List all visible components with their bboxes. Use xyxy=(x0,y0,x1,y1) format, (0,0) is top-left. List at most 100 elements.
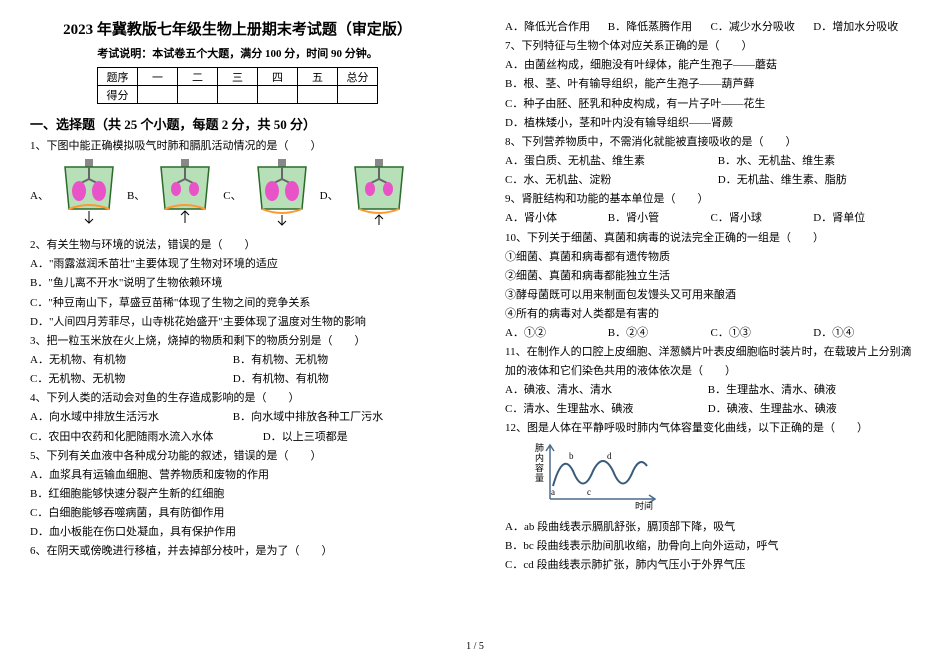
question-10-3: ③酵母菌既可以用来制面包发馒头又可用来酿酒 xyxy=(505,286,920,304)
option-a-label: A、 xyxy=(30,187,49,203)
question-3-d: D．有机物、有机物 xyxy=(233,373,329,385)
question-5-d: D．血小板能在伤口处凝血，具有保护作用 xyxy=(30,523,445,541)
question-4-b: B．向水域中排放各种工厂污水 xyxy=(233,411,383,423)
question-4: 4、下列人类的活动会对鱼的生存造成影响的是（ ） xyxy=(30,389,445,407)
question-8-row2: C．水、无机盐、淀粉 D．无机盐、维生素、脂肪 xyxy=(505,171,920,189)
question-8: 8、下列营养物质中，不需消化就能被直接吸收的是（ ） xyxy=(505,133,920,151)
question-12-a: A．ab 段曲线表示膈肌舒张，膈顶部下降，吸气 xyxy=(505,518,920,536)
question-7-a: A．由菌丝构成，细胞没有叶绿体，能产生孢子——蘑菇 xyxy=(505,56,920,74)
question-9-b: B．肾小管 xyxy=(608,209,708,227)
right-column: A．降低光合作用 B．降低蒸腾作用 C．减少水分吸收 D．增加水分吸收 7、下列… xyxy=(475,0,950,658)
question-6-opts: A．降低光合作用 B．降低蒸腾作用 C．减少水分吸收 D．增加水分吸收 xyxy=(505,18,920,36)
question-11-c: C．清水、生理盐水、碘液 xyxy=(505,400,705,418)
question-9-opts: A．肾小体 B．肾小管 C．肾小球 D．肾单位 xyxy=(505,209,920,227)
score-cell xyxy=(258,86,298,104)
score-cell: 得分 xyxy=(98,86,138,104)
question-4-a: A．向水域中排放生活污水 xyxy=(30,408,230,426)
question-11-a: A．碘液、清水、清水 xyxy=(505,381,705,399)
question-4-row1: A．向水域中排放生活污水 B．向水域中排放各种工厂污水 xyxy=(30,408,445,426)
question-8-row1: A．蛋白质、无机盐、维生素 B．水、无机盐、维生素 xyxy=(505,152,920,170)
jar-diagram-d xyxy=(349,159,409,230)
score-cell xyxy=(338,86,378,104)
svg-text:c: c xyxy=(587,487,591,497)
question-4-row2: C．农田中农药和化肥随雨水流入水体 D．以上三项都是 xyxy=(30,428,445,446)
question-11-d: D．碘液、生理盐水、碘液 xyxy=(708,403,837,415)
svg-text:容: 容 xyxy=(535,462,544,473)
question-11-row1: A．碘液、清水、清水 B．生理盐水、清水、碘液 xyxy=(505,381,920,399)
question-8-a: A．蛋白质、无机盐、维生素 xyxy=(505,152,715,170)
question-6-b: B．降低蒸腾作用 xyxy=(608,18,708,36)
score-table: 题序 一 二 三 四 五 总分 得分 xyxy=(97,67,378,104)
question-5-a: A．血浆具有运输血细胞、营养物质和废物的作用 xyxy=(30,466,445,484)
jar-diagram-a xyxy=(59,159,119,230)
score-cell xyxy=(218,86,258,104)
question-7-b: B．根、茎、叶有输导组织，能产生孢子——葫芦藓 xyxy=(505,75,920,93)
question-3-row1: A．无机物、有机物 B．有机物、无机物 xyxy=(30,351,445,369)
svg-text:a: a xyxy=(551,487,555,497)
question-10-2: ②细菌、真菌和病毒都能独立生活 xyxy=(505,267,920,285)
question-8-b: B．水、无机盐、维生素 xyxy=(718,155,835,167)
question-6-c: C．减少水分吸收 xyxy=(711,18,811,36)
question-10: 10、下列关于细菌、真菌和病毒的说法完全正确的一组是（ ） xyxy=(505,229,920,247)
jar-diagram-c xyxy=(252,159,312,230)
question-1: 1、下图中能正确模拟吸气时肺和膈肌活动情况的是（ ） xyxy=(30,137,445,155)
question-10-c: C．①③ xyxy=(711,324,811,342)
svg-text:量: 量 xyxy=(535,473,544,483)
question-2-b: B．"鱼儿离不开水"说明了生物依赖环境 xyxy=(30,274,445,292)
option-d-label: D、 xyxy=(320,187,339,203)
score-cell xyxy=(178,86,218,104)
question-1-options: A、 B、 xyxy=(30,159,445,230)
score-header: 五 xyxy=(298,68,338,86)
question-5: 5、下列有关血液中各种成分功能的叙述，错误的是（ ） xyxy=(30,447,445,465)
svg-text:d: d xyxy=(607,451,612,461)
score-header: 总分 xyxy=(338,68,378,86)
question-8-c: C．水、无机盐、淀粉 xyxy=(505,171,715,189)
option-b-label: B、 xyxy=(127,187,145,203)
question-6-d: D．增加水分吸收 xyxy=(813,21,898,33)
question-9-a: A．肾小体 xyxy=(505,209,605,227)
question-10-b: B．②④ xyxy=(608,324,708,342)
svg-text:内: 内 xyxy=(535,452,544,463)
question-3-a: A．无机物、有机物 xyxy=(30,351,230,369)
question-12-c: C．cd 段曲线表示肺扩张，肺内气压小于外界气压 xyxy=(505,556,920,574)
left-column: 2023 年冀教版七年级生物上册期末考试题（审定版） 考试说明：本试卷五个大题，… xyxy=(0,0,475,658)
question-10-4: ④所有的病毒对人类都是有害的 xyxy=(505,305,920,323)
question-7-c: C．种子由胚、胚乳和种皮构成，有一片子叶——花生 xyxy=(505,95,920,113)
question-3-c: C．无机物、无机物 xyxy=(30,370,230,388)
svg-text:b: b xyxy=(569,451,574,461)
question-3-b: B．有机物、无机物 xyxy=(233,354,328,366)
score-header: 四 xyxy=(258,68,298,86)
question-2: 2、有关生物与环境的说法，错误的是（ ） xyxy=(30,236,445,254)
question-6-a: A．降低光合作用 xyxy=(505,18,605,36)
question-11-b: B．生理盐水、清水、碘液 xyxy=(708,384,836,396)
svg-text:时间: 时间 xyxy=(635,500,653,511)
question-9-c: C．肾小球 xyxy=(711,209,811,227)
question-11-row2: C．清水、生理盐水、碘液 D．碘液、生理盐水、碘液 xyxy=(505,400,920,418)
question-10-1: ①细菌、真菌和病毒都有遗传物质 xyxy=(505,248,920,266)
option-c-label: C、 xyxy=(223,187,241,203)
question-4-c: C．农田中农药和化肥随雨水流入水体 xyxy=(30,428,260,446)
question-2-a: A．"雨露滋润禾苗壮"主要体现了生物对环境的适应 xyxy=(30,255,445,273)
score-header: 一 xyxy=(138,68,178,86)
exam-title: 2023 年冀教版七年级生物上册期末考试题（审定版） xyxy=(30,18,445,39)
question-10-opts: A．①② B．②④ C．①③ D．①④ xyxy=(505,324,920,342)
page-footer: 1 / 5 xyxy=(0,641,950,652)
question-4-d: D．以上三项都是 xyxy=(263,431,348,443)
svg-text:肺: 肺 xyxy=(535,443,544,453)
question-9-d: D．肾单位 xyxy=(813,212,865,224)
question-5-b: B．红细胞能够快速分裂产生新的红细胞 xyxy=(30,485,445,503)
score-header: 二 xyxy=(178,68,218,86)
score-header: 题序 xyxy=(98,68,138,86)
question-3: 3、把一粒玉米放在火上烧，烧掉的物质和剩下的物质分别是（ ） xyxy=(30,332,445,350)
score-cell xyxy=(298,86,338,104)
question-3-row2: C．无机物、无机物 D．有机物、有机物 xyxy=(30,370,445,388)
question-7: 7、下列特征与生物个体对应关系正确的是（ ） xyxy=(505,37,920,55)
question-12: 12、图是人体在平静呼吸时肺内气体容量变化曲线，以下正确的是（ ） xyxy=(505,419,920,437)
question-2-d: D．"人间四月芳菲尽，山寺桃花始盛开"主要体现了温度对生物的影响 xyxy=(30,313,445,331)
question-6: 6、在阴天或傍晚进行移植，并去掉部分枝叶，是为了（ ） xyxy=(30,542,445,560)
question-5-c: C．白细胞能够吞噬病菌，具有防御作用 xyxy=(30,504,445,522)
question-10-a: A．①② xyxy=(505,324,605,342)
question-9: 9、肾脏结构和功能的基本单位是（ ） xyxy=(505,190,920,208)
question-12-b: B．bc 段曲线表示肋间肌收缩，肋骨向上向外运动，呼气 xyxy=(505,537,920,555)
lung-volume-graph: 肺 内 容 量 时间 a b c d xyxy=(535,441,920,514)
